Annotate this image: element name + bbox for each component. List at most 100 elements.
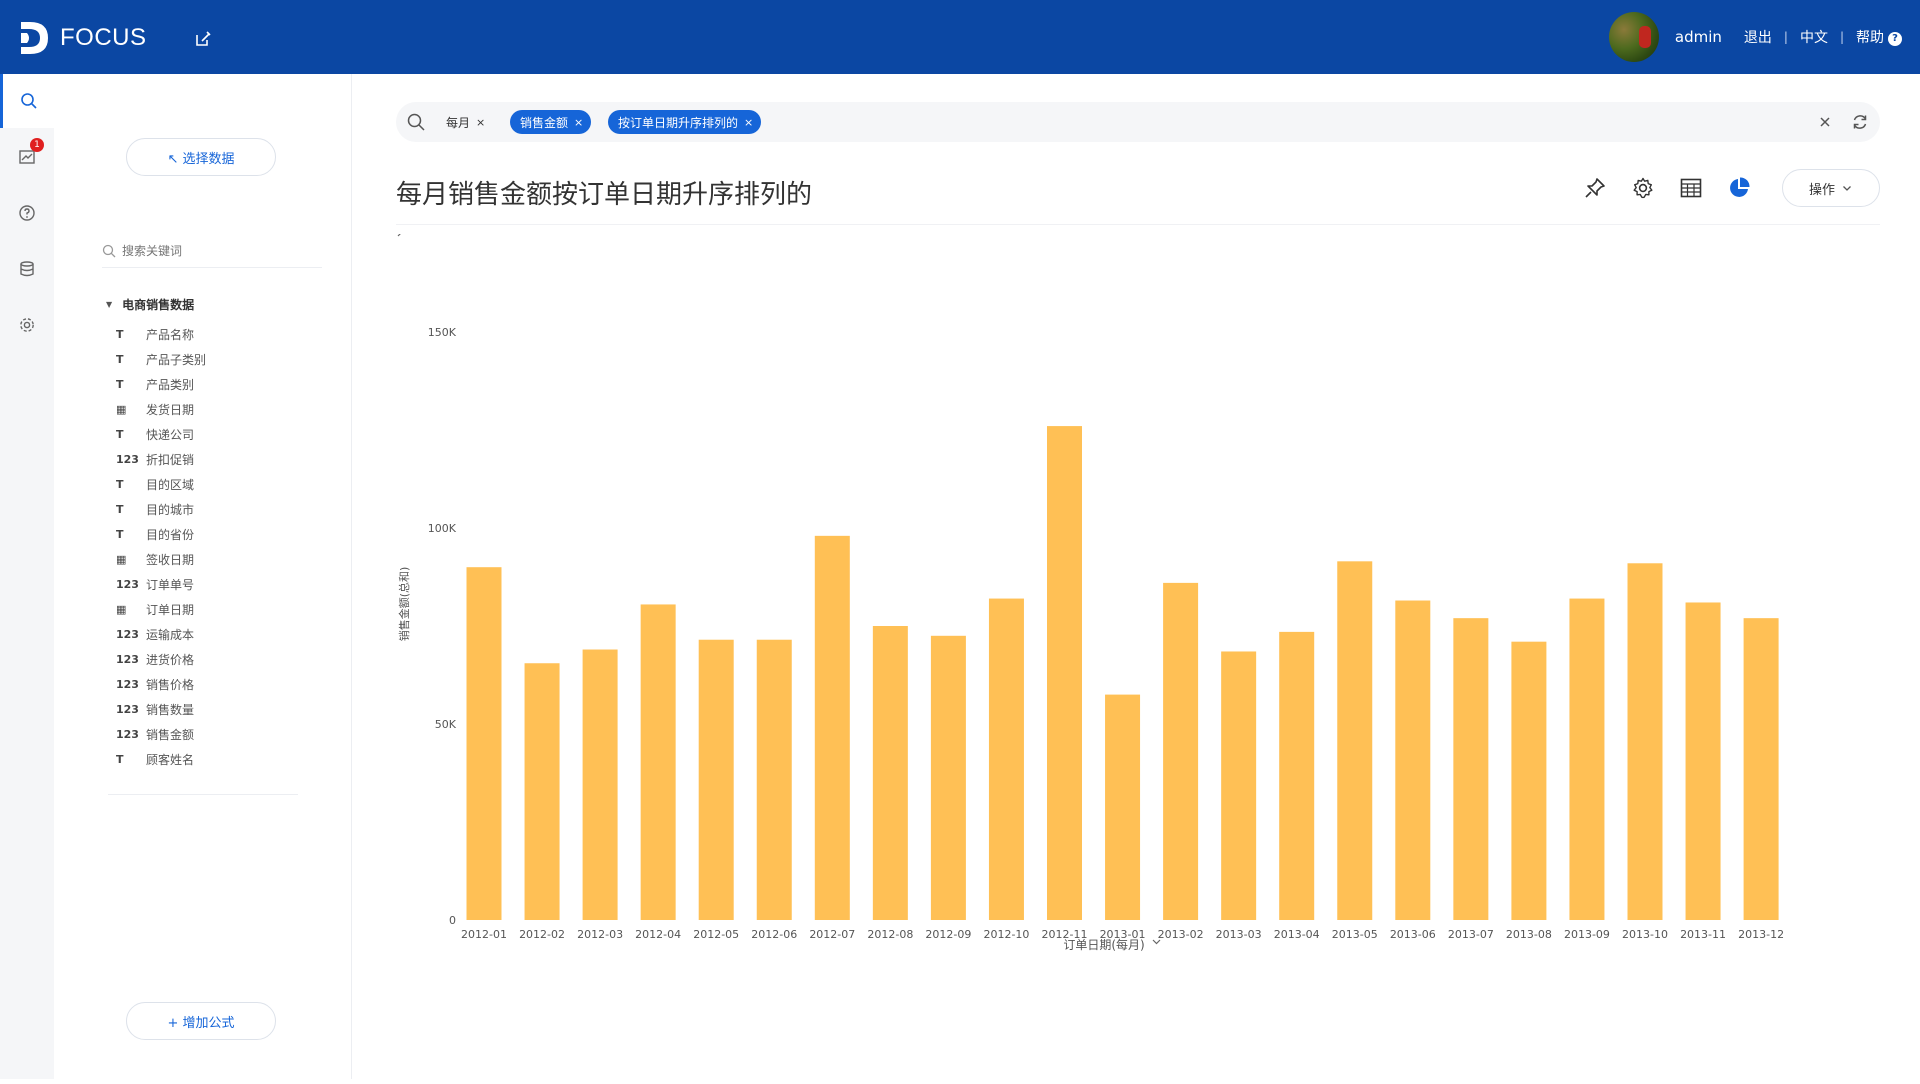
bar[interactable] <box>814 535 850 920</box>
x-tick-label: 2012-09 <box>925 928 971 941</box>
text-type-icon: T <box>116 753 124 766</box>
close-icon[interactable]: × <box>574 115 584 129</box>
bar[interactable] <box>1337 561 1373 920</box>
field-label: 产品子类别 <box>146 353 207 367</box>
field-item[interactable]: 123 销售价格 <box>116 672 346 697</box>
rail-data[interactable] <box>0 242 54 296</box>
bar[interactable] <box>1511 641 1547 920</box>
bars <box>466 426 1779 920</box>
token-label: 按订单日期升序排列的 <box>618 115 739 130</box>
bar[interactable] <box>756 639 792 920</box>
field-item[interactable]: ▦ 发货日期 <box>116 397 346 422</box>
icon-rail: 1 <box>0 74 54 1079</box>
field-item[interactable]: ▦ 订单日期 <box>116 597 346 622</box>
chart-type-button[interactable] <box>1726 175 1752 201</box>
bar[interactable] <box>1453 618 1489 920</box>
help-link[interactable]: 帮助? <box>1856 27 1902 47</box>
bar[interactable] <box>582 649 618 920</box>
pin-icon <box>1585 178 1605 198</box>
data-panel: ↖ 选择数据 ▼ 电商销售数据 T 产品名称 T 产品子类别 T 产品类别 ▦ 发货日期 T 快递… <box>54 74 352 1079</box>
search-bar[interactable]: 每月 × 销售金额 × 按订单日期升序排列的 × <box>396 102 1880 142</box>
x-axis-title[interactable]: 订单日期(每月) <box>1063 937 1161 952</box>
bar[interactable] <box>1569 598 1605 920</box>
token-label: 销售金额 <box>520 115 569 130</box>
refresh-icon[interactable] <box>1850 112 1870 132</box>
text-type-icon: T <box>116 478 124 491</box>
close-icon[interactable]: × <box>476 115 486 129</box>
field-label: 销售价格 <box>146 678 195 692</box>
calendar-icon: ▦ <box>116 403 127 416</box>
bar[interactable] <box>930 635 966 920</box>
select-data-button[interactable]: ↖ 选择数据 <box>126 138 276 176</box>
header-user-area: admin 退出 | 中文 | 帮助? <box>1608 12 1902 62</box>
field-item[interactable]: T 顾客姓名 <box>116 747 346 772</box>
pin-button[interactable] <box>1582 175 1608 201</box>
x-tick-label: 2012-06 <box>751 928 797 941</box>
bar[interactable] <box>1395 600 1431 920</box>
clear-icon[interactable] <box>1816 113 1834 131</box>
edit-icon[interactable] <box>193 29 213 49</box>
bar[interactable] <box>1743 618 1779 920</box>
rail-search[interactable] <box>0 74 54 128</box>
bar[interactable] <box>1163 582 1199 920</box>
field-item[interactable]: T 快递公司 <box>116 422 346 447</box>
app-logo[interactable]: FOCUS <box>18 19 147 57</box>
field-item[interactable]: T 目的省份 <box>116 522 346 547</box>
field-item[interactable]: 123 运输成本 <box>116 622 346 647</box>
add-formula-button[interactable]: + 增加公式 <box>126 1002 276 1040</box>
bar[interactable] <box>988 598 1024 920</box>
search-icon <box>102 244 116 257</box>
field-item[interactable]: 123 折扣促销 <box>116 447 346 472</box>
bar[interactable] <box>1047 426 1082 920</box>
number-type-icon: 123 <box>116 728 139 741</box>
bar[interactable] <box>1627 563 1663 920</box>
field-item[interactable]: ▦ 签收日期 <box>116 547 346 572</box>
close-icon[interactable]: × <box>744 115 754 129</box>
dataset-node[interactable]: ▼ 电商销售数据 <box>106 296 194 313</box>
bar[interactable] <box>1105 694 1141 920</box>
field-item[interactable]: T 产品名称 <box>116 322 346 347</box>
table-view-button[interactable] <box>1678 175 1704 201</box>
search-token[interactable]: 每月 × <box>436 110 493 134</box>
field-item[interactable]: 123 销售数量 <box>116 697 346 722</box>
y-tick-label: 0 <box>449 914 456 927</box>
search-token[interactable]: 销售金额 × <box>510 110 592 134</box>
bar[interactable] <box>872 626 908 920</box>
operate-button[interactable]: 操作 <box>1782 169 1880 207</box>
language-link[interactable]: 中文 <box>1799 30 1828 46</box>
username[interactable]: admin <box>1674 28 1722 46</box>
logo-text: FOCUS <box>60 24 147 51</box>
y-axis-ticks: 0 50K 100K 150K <box>428 326 457 927</box>
field-item[interactable]: 123 销售金额 <box>116 722 346 747</box>
field-search-input[interactable] <box>122 243 302 258</box>
dataset-name: 电商销售数据 <box>122 298 195 312</box>
field-label: 快递公司 <box>146 428 195 442</box>
bar[interactable] <box>640 604 676 920</box>
bar[interactable] <box>1221 651 1257 920</box>
field-item[interactable]: T 产品子类别 <box>116 347 346 372</box>
bar[interactable] <box>524 663 560 920</box>
field-item[interactable]: 123 订单单号 <box>116 572 346 597</box>
bar[interactable] <box>466 567 502 920</box>
bar[interactable] <box>1279 631 1315 920</box>
caret-down-icon: ▼ <box>106 300 113 309</box>
field-item[interactable]: T 目的城市 <box>116 497 346 522</box>
rail-help[interactable] <box>0 186 54 240</box>
pinboard-icon <box>19 150 35 164</box>
rail-pinboard[interactable]: 1 <box>0 130 54 184</box>
rail-settings[interactable] <box>0 298 54 352</box>
field-label: 运输成本 <box>146 628 195 642</box>
x-tick-label: 2013-08 <box>1506 928 1552 941</box>
y-axis-title[interactable]: 销售金额(总和) <box>397 234 411 641</box>
search-token[interactable]: 按订单日期升序排列的 × <box>608 110 762 134</box>
settings-button[interactable] <box>1630 175 1656 201</box>
field-item[interactable]: 123 进货价格 <box>116 647 346 672</box>
x-axis-label: 订单日期(每月) <box>1063 937 1144 952</box>
bar[interactable] <box>1685 602 1721 920</box>
field-item[interactable]: T 产品类别 <box>116 372 346 397</box>
avatar[interactable] <box>1608 12 1659 62</box>
bar[interactable] <box>698 639 734 920</box>
field-item[interactable]: T 目的区域 <box>116 472 346 497</box>
logout-link[interactable]: 退出 <box>1743 30 1772 46</box>
number-type-icon: 123 <box>116 628 139 641</box>
